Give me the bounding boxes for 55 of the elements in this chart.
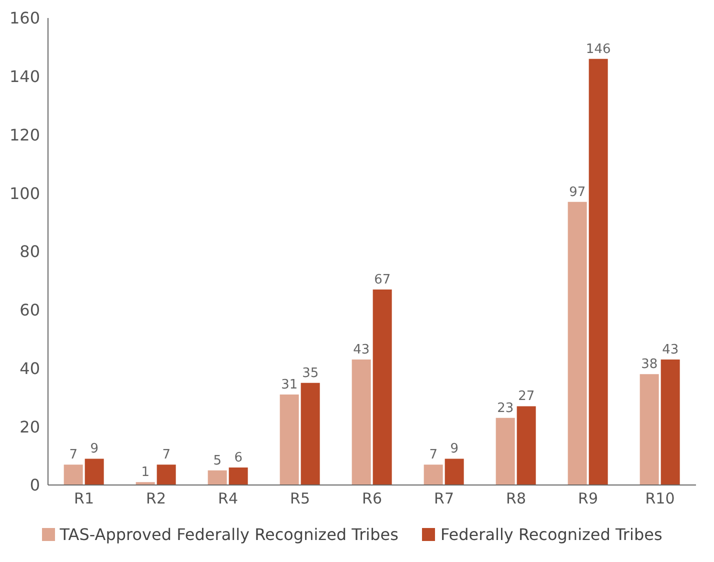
- y-tick-label: 80: [20, 242, 40, 262]
- bar: [300, 382, 320, 485]
- data-label: 6: [234, 450, 242, 466]
- bar: [228, 467, 248, 485]
- y-tick-label: 100: [9, 184, 40, 203]
- y-tick-label: 160: [9, 8, 40, 28]
- bar: [84, 458, 104, 485]
- x-tick-label: R1: [74, 490, 94, 508]
- data-label: 5: [213, 453, 222, 468]
- data-label: 67: [374, 272, 391, 288]
- data-label: 1: [141, 465, 150, 480]
- y-tick-label: 0: [30, 476, 40, 495]
- y-tick-label: 20: [20, 417, 40, 436]
- x-tick-label: R10: [645, 490, 675, 508]
- bar: [444, 458, 464, 485]
- bar: [352, 359, 371, 485]
- x-tick-label: R8: [506, 490, 526, 508]
- legend-label: TAS-Approved Federally Recognized Tribes: [58, 525, 398, 544]
- bar: [424, 464, 443, 485]
- data-label: 31: [281, 378, 298, 393]
- x-tick-label: R6: [362, 490, 382, 508]
- x-tick-label: R2: [146, 490, 166, 508]
- bar: [516, 406, 536, 485]
- data-label: 9: [450, 442, 458, 457]
- bar: [372, 289, 392, 485]
- data-label: 43: [353, 342, 370, 358]
- data-label: 38: [641, 357, 658, 372]
- data-label: 35: [302, 366, 319, 381]
- bar: [496, 418, 515, 485]
- bar: [64, 464, 83, 485]
- data-label: 43: [662, 342, 679, 358]
- bar: [588, 58, 608, 485]
- bar: [568, 202, 587, 485]
- legend-label: Federally Recognized Tribes: [439, 525, 662, 544]
- x-tick-label: R9: [578, 490, 598, 508]
- y-tick-label: 60: [20, 300, 40, 320]
- y-tick-label: 120: [9, 125, 40, 144]
- data-label: 23: [497, 400, 514, 416]
- bar: [156, 464, 176, 485]
- data-label: 9: [90, 442, 98, 457]
- y-tick-label: 140: [9, 67, 40, 86]
- bar: [280, 394, 299, 485]
- x-tick-label: R7: [434, 490, 454, 508]
- data-label: 146: [586, 42, 611, 57]
- x-tick-label: R5: [290, 490, 310, 508]
- data-label: 27: [518, 389, 535, 404]
- x-tick-label: R4: [218, 490, 238, 508]
- data-label: 7: [162, 448, 170, 463]
- data-label: 7: [429, 448, 438, 463]
- bar: [640, 374, 659, 485]
- bar: [208, 470, 227, 485]
- data-label: 7: [69, 448, 78, 463]
- data-label: 97: [569, 184, 586, 200]
- y-tick-label: 40: [20, 358, 40, 378]
- bar: [660, 359, 680, 485]
